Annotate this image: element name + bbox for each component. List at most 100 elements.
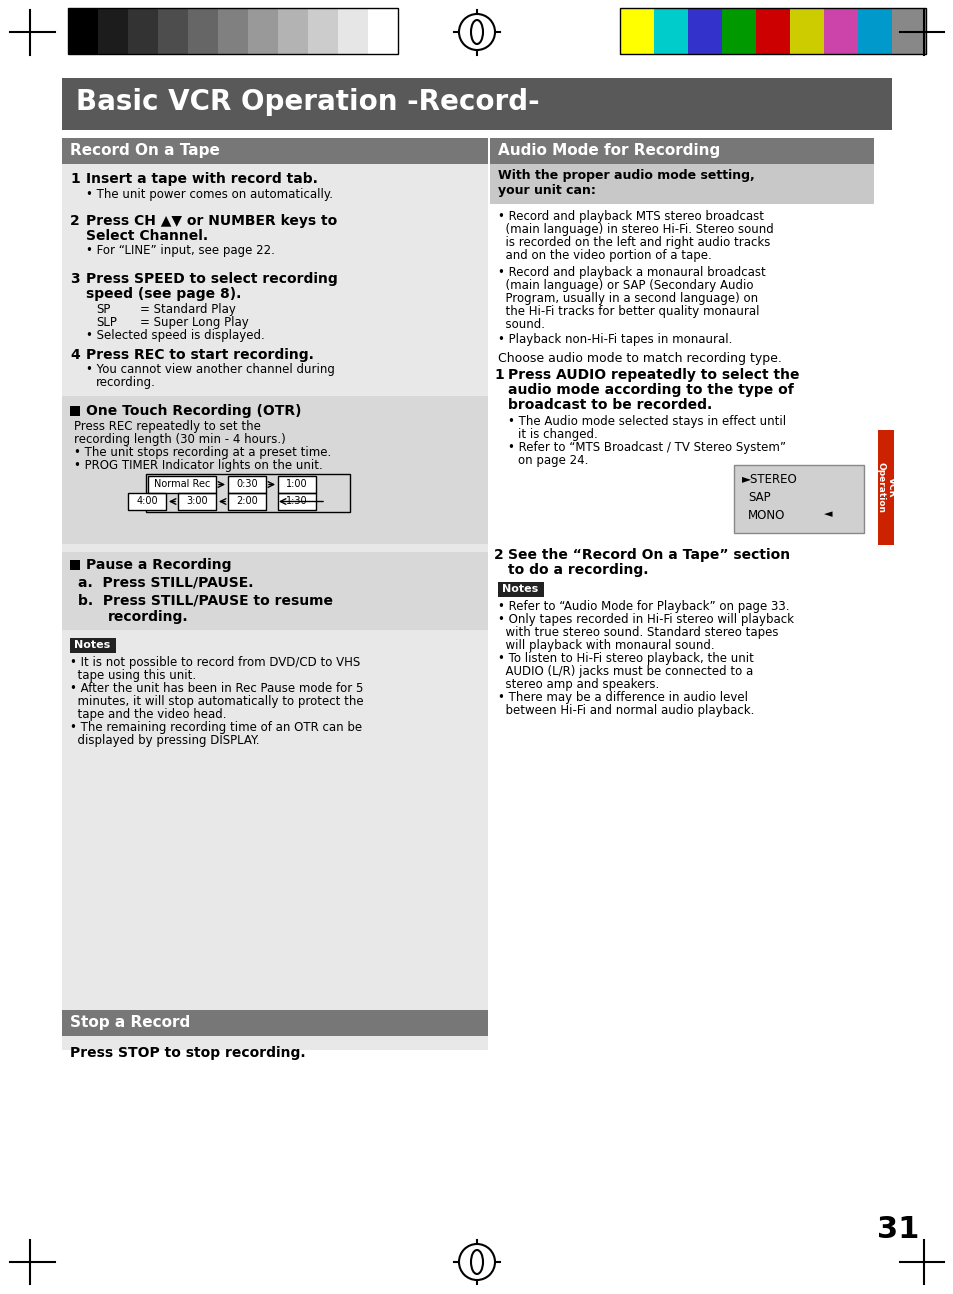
Text: stereo amp and speakers.: stereo amp and speakers.	[497, 678, 659, 691]
Bar	[128, 8, 158, 54]
Text: displayed by pressing DISPLAY.: displayed by pressing DISPLAY.	[70, 734, 259, 747]
Bar	[490, 138, 873, 164]
Bar	[98, 8, 128, 54]
Bar	[228, 493, 266, 510]
Text: Audio Mode for Recording: Audio Mode for Recording	[497, 144, 720, 158]
Text: 1: 1	[494, 367, 503, 382]
Bar	[277, 493, 315, 510]
Bar	[654, 8, 687, 54]
Text: With the proper audio mode setting,: With the proper audio mode setting,	[497, 170, 754, 182]
Text: = Standard Play: = Standard Play	[140, 303, 235, 316]
Text: 3:00: 3:00	[186, 496, 208, 506]
Bar	[248, 8, 277, 54]
Text: it is changed.: it is changed.	[517, 428, 598, 441]
Ellipse shape	[471, 1250, 482, 1275]
Bar	[619, 8, 925, 54]
Text: is recorded on the left and right audio tracks: is recorded on the left and right audio …	[497, 236, 770, 248]
Text: • The remaining recording time of an OTR can be: • The remaining recording time of an OTR…	[70, 721, 362, 734]
Text: Press AUDIO repeatedly to select the: Press AUDIO repeatedly to select the	[507, 367, 799, 382]
Bar	[70, 638, 116, 653]
Text: Record On a Tape: Record On a Tape	[70, 144, 219, 158]
Text: ◄: ◄	[823, 509, 832, 519]
Bar	[337, 8, 368, 54]
Text: • For “LINE” input, see page 22.: • For “LINE” input, see page 22.	[86, 245, 274, 258]
Bar	[62, 1036, 488, 1049]
Bar	[70, 406, 80, 415]
Text: 4: 4	[70, 348, 80, 362]
Text: Insert a tape with record tab.: Insert a tape with record tab.	[86, 172, 317, 186]
Text: VCR
Operation: VCR Operation	[876, 462, 895, 512]
Bar	[62, 396, 488, 543]
Bar	[62, 138, 488, 164]
Text: SLP: SLP	[96, 316, 117, 329]
Text: • Record and playback MTS stereo broadcast: • Record and playback MTS stereo broadca…	[497, 210, 763, 223]
Bar	[228, 476, 266, 493]
Bar	[158, 8, 188, 54]
Bar	[823, 8, 857, 54]
Text: • Refer to “MTS Broadcast / TV Stereo System”: • Refer to “MTS Broadcast / TV Stereo Sy…	[507, 441, 785, 454]
Bar	[891, 8, 925, 54]
Text: your unit can:: your unit can:	[497, 184, 596, 197]
Text: • After the unit has been in Rec Pause mode for 5: • After the unit has been in Rec Pause m…	[70, 682, 363, 695]
Text: Program, usually in a second language) on: Program, usually in a second language) o…	[497, 292, 758, 305]
Bar	[228, 493, 266, 510]
Text: • The unit stops recording at a preset time.: • The unit stops recording at a preset t…	[74, 446, 331, 459]
Text: recording length (30 min - 4 hours.): recording length (30 min - 4 hours.)	[74, 433, 286, 446]
Text: • Selected speed is displayed.: • Selected speed is displayed.	[86, 329, 265, 342]
Text: 2: 2	[70, 214, 80, 228]
Text: One Touch Recording (OTR): One Touch Recording (OTR)	[86, 404, 301, 418]
Text: 0:30: 0:30	[236, 479, 257, 489]
Text: MONO: MONO	[747, 509, 784, 521]
Text: recording.: recording.	[108, 609, 189, 624]
Text: Select Channel.: Select Channel.	[86, 229, 208, 243]
Text: Pause a Recording: Pause a Recording	[86, 558, 232, 572]
Text: minutes, it will stop automatically to protect the: minutes, it will stop automatically to p…	[70, 695, 363, 708]
Bar	[277, 476, 315, 493]
Ellipse shape	[471, 19, 482, 44]
Text: Press STOP to stop recording.: Press STOP to stop recording.	[70, 1046, 305, 1060]
Text: • Refer to “Audio Mode for Playback” on page 33.: • Refer to “Audio Mode for Playback” on …	[497, 600, 789, 613]
Text: • The Audio mode selected stays in effect until: • The Audio mode selected stays in effec…	[507, 415, 785, 428]
Text: See the “Record On a Tape” section: See the “Record On a Tape” section	[507, 547, 789, 562]
Text: Press SPEED to select recording: Press SPEED to select recording	[86, 272, 337, 286]
Bar	[721, 8, 755, 54]
Text: • PROG TIMER Indicator lights on the unit.: • PROG TIMER Indicator lights on the uni…	[74, 459, 322, 472]
Text: 1:00: 1:00	[286, 479, 308, 489]
Text: Choose audio mode to match recording type.: Choose audio mode to match recording typ…	[497, 352, 781, 365]
Text: the Hi-Fi tracks for better quality monaural: the Hi-Fi tracks for better quality mona…	[497, 305, 759, 318]
Text: Stop a Record: Stop a Record	[70, 1014, 190, 1030]
Text: • The unit power comes on automatically.: • The unit power comes on automatically.	[86, 188, 333, 201]
Bar	[497, 582, 543, 597]
Bar	[62, 553, 488, 630]
Circle shape	[458, 14, 495, 50]
Text: b.  Press STILL/PAUSE to resume: b. Press STILL/PAUSE to resume	[78, 594, 333, 608]
Text: Press REC repeatedly to set the: Press REC repeatedly to set the	[74, 421, 260, 433]
Text: audio mode according to the type of: audio mode according to the type of	[507, 383, 793, 397]
Text: SAP: SAP	[747, 490, 770, 503]
Text: a.  Press STILL/PAUSE.: a. Press STILL/PAUSE.	[78, 576, 253, 590]
Text: sound.: sound.	[497, 318, 544, 331]
Text: Press REC to start recording.: Press REC to start recording.	[86, 348, 314, 362]
Text: Notes: Notes	[74, 641, 111, 650]
Bar	[308, 8, 337, 54]
Text: = Super Long Play: = Super Long Play	[140, 316, 249, 329]
Text: • There may be a difference in audio level: • There may be a difference in audio lev…	[497, 691, 747, 704]
Text: 2:00: 2:00	[236, 496, 257, 506]
Text: (main language) in stereo Hi-Fi. Stereo sound: (main language) in stereo Hi-Fi. Stereo …	[497, 223, 773, 236]
Bar	[857, 8, 891, 54]
Bar	[619, 8, 654, 54]
Text: Press CH ▲▼ or NUMBER keys to: Press CH ▲▼ or NUMBER keys to	[86, 214, 337, 228]
Bar	[128, 493, 166, 510]
Bar	[277, 493, 315, 510]
Bar	[178, 493, 215, 510]
Text: with true stereo sound. Standard stereo tapes: with true stereo sound. Standard stereo …	[497, 626, 778, 639]
Text: recording.: recording.	[96, 377, 155, 389]
Text: Notes: Notes	[501, 584, 537, 594]
Bar	[687, 8, 721, 54]
Bar	[277, 8, 308, 54]
Bar	[218, 8, 248, 54]
Bar	[146, 474, 350, 512]
Bar	[733, 465, 863, 533]
Text: tape and the video head.: tape and the video head.	[70, 708, 226, 721]
Text: AUDIO (L/R) jacks must be connected to a: AUDIO (L/R) jacks must be connected to a	[497, 665, 753, 678]
